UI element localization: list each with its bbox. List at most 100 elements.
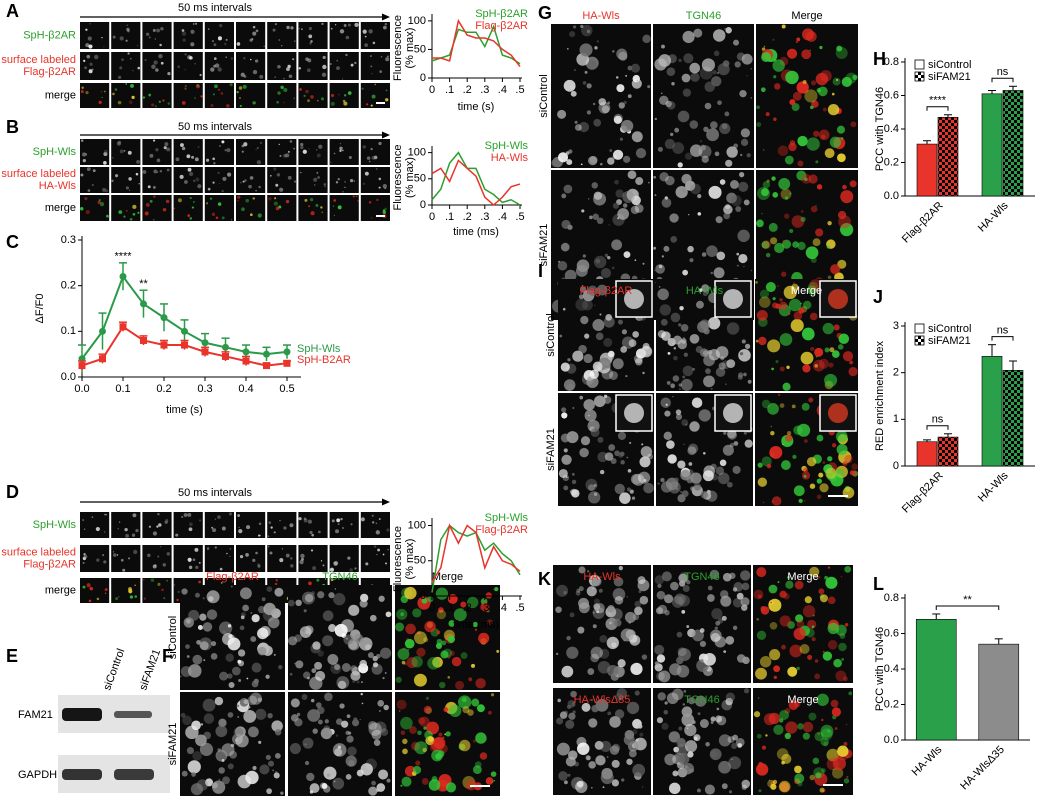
speck <box>238 528 243 534</box>
micrograph <box>173 22 203 49</box>
speck <box>350 665 358 673</box>
speck <box>378 177 382 181</box>
x-tick-label: 0 <box>429 602 435 614</box>
speck <box>229 750 237 759</box>
speck <box>349 568 353 572</box>
speck <box>87 36 92 41</box>
speck <box>253 678 259 684</box>
x-tick-label: HA-Wls <box>976 199 1011 234</box>
speck <box>670 235 678 243</box>
speck <box>706 128 720 142</box>
speck <box>589 215 593 220</box>
speck <box>289 742 301 755</box>
speck <box>377 700 385 707</box>
speck <box>713 267 725 279</box>
speck <box>791 283 799 292</box>
speck <box>359 718 361 721</box>
speck <box>797 423 811 437</box>
speck <box>321 22 324 26</box>
speck <box>689 421 700 432</box>
speck <box>311 533 314 537</box>
speck <box>837 259 847 269</box>
speck <box>561 193 567 199</box>
speck <box>320 97 324 101</box>
speck <box>807 619 817 630</box>
speck <box>335 181 339 184</box>
speck <box>316 706 325 715</box>
speck <box>824 373 838 387</box>
speck <box>338 93 340 96</box>
speck <box>664 594 674 604</box>
speck <box>213 64 217 68</box>
speck <box>820 70 832 82</box>
inset <box>714 394 752 432</box>
speck <box>839 633 846 639</box>
speck <box>435 587 449 600</box>
speck <box>677 110 690 123</box>
speck <box>735 206 742 212</box>
speck <box>677 753 690 765</box>
y-axis-label: RED enrichment index <box>874 340 886 451</box>
speck <box>669 782 681 795</box>
speck <box>561 219 571 230</box>
interval-label: 50 ms intervals <box>178 121 252 133</box>
speck <box>240 72 245 77</box>
speck <box>82 585 86 589</box>
speck <box>774 242 785 254</box>
speck <box>830 699 839 708</box>
speck <box>604 452 614 461</box>
speck <box>679 388 681 390</box>
speck <box>359 659 368 668</box>
speck <box>687 245 694 253</box>
speck <box>810 346 815 352</box>
inset-blob <box>723 289 743 309</box>
speck <box>563 448 568 453</box>
column-header: Flag-β2AR <box>580 285 633 297</box>
significance: ** <box>139 278 148 290</box>
speck <box>756 309 768 321</box>
speck <box>600 771 614 785</box>
micrograph <box>329 139 359 165</box>
speck <box>351 666 361 676</box>
speck <box>677 738 686 747</box>
speck <box>575 298 588 311</box>
speck <box>273 198 276 200</box>
speck <box>123 149 126 152</box>
legend-label: SpH-Wls <box>297 343 341 355</box>
speck <box>784 155 794 165</box>
speck <box>173 584 176 586</box>
speck <box>556 584 569 597</box>
speck <box>809 312 818 321</box>
speck <box>344 186 346 189</box>
speck <box>782 240 786 243</box>
speck <box>132 513 137 518</box>
speck <box>803 467 809 473</box>
speck <box>156 525 159 528</box>
speck <box>274 771 278 774</box>
speck <box>682 365 694 377</box>
speck <box>642 262 645 265</box>
speck <box>220 92 224 95</box>
speck <box>777 393 781 397</box>
speck <box>320 206 323 209</box>
speck <box>300 557 304 561</box>
speck <box>620 628 634 642</box>
speck <box>226 552 228 555</box>
speck <box>494 586 499 592</box>
speck <box>173 207 176 210</box>
speck <box>378 710 381 712</box>
speck <box>710 387 713 390</box>
speck <box>623 251 631 259</box>
speck <box>770 425 773 428</box>
speck <box>583 353 593 364</box>
speck <box>242 180 245 183</box>
speck <box>398 710 401 712</box>
speck <box>320 560 323 562</box>
speck <box>607 101 611 105</box>
speck <box>796 170 807 181</box>
speck <box>632 74 640 83</box>
column-header: HA-Wls <box>686 285 724 297</box>
speck <box>148 93 152 97</box>
speck <box>703 126 709 132</box>
speck <box>827 456 833 462</box>
